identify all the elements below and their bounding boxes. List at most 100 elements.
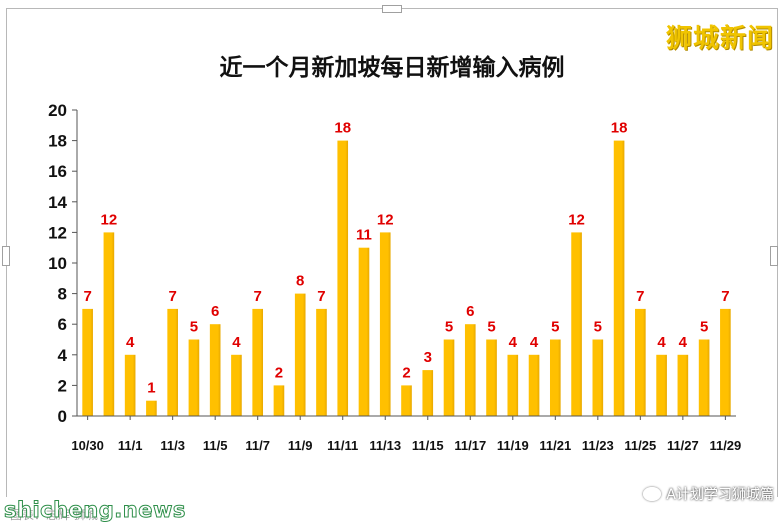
x-tick-label: 11/23 xyxy=(582,438,614,453)
bar xyxy=(337,140,349,416)
x-tick-label: 11/11 xyxy=(327,438,358,453)
bar xyxy=(443,339,455,416)
data-label: 4 xyxy=(509,334,518,351)
data-label: 4 xyxy=(657,334,666,351)
data-label: 7 xyxy=(317,288,325,305)
data-label: 5 xyxy=(700,319,708,336)
bar xyxy=(401,385,412,416)
bar xyxy=(613,140,625,416)
data-label: 12 xyxy=(377,211,394,228)
data-label: 6 xyxy=(466,303,474,320)
bar xyxy=(124,354,136,416)
bar xyxy=(252,308,264,416)
bar xyxy=(720,308,731,416)
x-tick-label: 11/25 xyxy=(624,438,656,453)
x-tick-label: 11/21 xyxy=(539,438,571,453)
y-tick-label: 18 xyxy=(48,132,67,151)
x-tick-label: 11/17 xyxy=(454,438,486,453)
data-label: 5 xyxy=(551,319,559,336)
footer-bar xyxy=(0,497,784,531)
bar xyxy=(592,339,604,416)
data-label: 12 xyxy=(101,211,118,228)
data-label: 4 xyxy=(679,334,688,351)
data-label: 18 xyxy=(611,120,628,137)
data-label: 6 xyxy=(211,303,219,320)
bar xyxy=(507,354,519,416)
data-label: 5 xyxy=(445,319,453,336)
x-tick-label: 11/15 xyxy=(412,438,444,453)
bar xyxy=(82,308,93,416)
bar xyxy=(273,385,285,416)
bar xyxy=(486,339,497,416)
data-label: 4 xyxy=(126,334,135,351)
data-label: 7 xyxy=(83,288,91,305)
x-tick-label: 11/7 xyxy=(245,438,270,453)
data-label: 18 xyxy=(334,120,351,137)
data-label: 7 xyxy=(721,288,729,305)
bar xyxy=(422,370,434,416)
bar xyxy=(698,339,710,416)
y-tick-label: 6 xyxy=(58,315,67,334)
wechat-account: A计划学习狮城篇 xyxy=(643,484,774,504)
chart-title: 近一个月新加坡每日新增输入病例 xyxy=(219,55,565,81)
bar xyxy=(167,308,178,416)
bar xyxy=(316,308,327,416)
data-label: 5 xyxy=(487,319,495,336)
y-tick-label: 0 xyxy=(58,407,67,426)
bar xyxy=(231,354,242,416)
bar xyxy=(549,339,561,416)
y-tick-label: 2 xyxy=(58,376,67,395)
y-tick-label: 16 xyxy=(48,162,67,181)
x-tick-label: 11/19 xyxy=(497,438,529,453)
y-tick-label: 12 xyxy=(48,223,67,242)
bar xyxy=(379,232,391,416)
bar xyxy=(358,247,370,416)
site-watermark: shicheng.news xyxy=(4,498,186,523)
y-tick-label: 14 xyxy=(48,193,67,212)
bar xyxy=(209,324,221,416)
bar xyxy=(294,293,306,416)
y-tick-label: 10 xyxy=(48,254,67,273)
data-label: 4 xyxy=(530,334,539,351)
y-tick-label: 4 xyxy=(58,346,68,365)
data-label: 1 xyxy=(147,380,155,397)
data-label: 12 xyxy=(568,211,585,228)
data-label: 8 xyxy=(296,273,304,290)
bar xyxy=(188,339,200,416)
bar xyxy=(677,354,689,416)
bar xyxy=(528,354,540,416)
bar xyxy=(656,354,667,416)
data-label: 2 xyxy=(402,364,410,381)
data-label: 2 xyxy=(275,364,283,381)
data-label: 11 xyxy=(356,227,372,244)
wechat-account-name: A计划学习狮城篇 xyxy=(666,487,774,503)
bar xyxy=(103,232,115,416)
y-tick-label: 8 xyxy=(58,285,67,304)
x-tick-label: 11/3 xyxy=(160,438,185,453)
bar xyxy=(146,400,157,416)
data-label: 4 xyxy=(232,334,241,351)
x-tick-label: 11/9 xyxy=(288,438,313,453)
x-tick-label: 11/27 xyxy=(667,438,699,453)
resize-handle-top[interactable] xyxy=(382,5,402,13)
brand-logo: 狮城新闻 xyxy=(665,24,774,54)
resize-handle-left[interactable] xyxy=(2,246,10,266)
x-tick-label: 11/13 xyxy=(369,438,401,453)
data-label: 5 xyxy=(190,319,198,336)
x-tick-label: 11/29 xyxy=(709,438,741,453)
x-tick-label: 10/30 xyxy=(71,438,104,453)
data-label: 7 xyxy=(168,288,176,305)
x-tick-label: 11/5 xyxy=(203,438,228,453)
data-label: 5 xyxy=(594,319,602,336)
y-tick-label: 20 xyxy=(48,101,67,120)
resize-handle-right[interactable] xyxy=(770,246,778,266)
source-note: 图表：志辉·狮城 xyxy=(10,508,98,522)
data-label: 7 xyxy=(636,288,644,305)
data-label: 7 xyxy=(254,288,262,305)
wechat-icon xyxy=(643,487,662,501)
data-label: 3 xyxy=(424,349,432,366)
bar xyxy=(571,232,582,416)
bar xyxy=(635,308,646,416)
bar xyxy=(464,324,476,416)
